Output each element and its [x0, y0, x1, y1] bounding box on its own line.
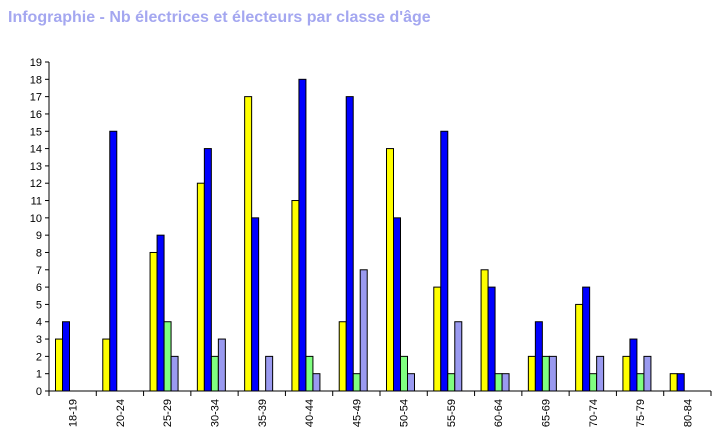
x-tick-label: 65-69	[541, 399, 553, 427]
bar	[393, 217, 401, 392]
y-tick-label: 0	[36, 386, 42, 398]
bar	[669, 373, 678, 392]
bar	[454, 321, 463, 392]
bar	[102, 338, 111, 392]
bar	[156, 234, 165, 392]
bar	[312, 373, 321, 392]
bar	[440, 130, 449, 392]
x-tick-label: 45-49	[351, 399, 363, 427]
x-tick-label: 20-24	[115, 399, 127, 427]
y-tick-label: 6	[36, 282, 42, 294]
bars	[55, 78, 685, 392]
y-tick-label: 11	[31, 196, 42, 208]
y-tick-label: 19	[30, 57, 42, 69]
bar	[676, 373, 685, 392]
y-tick-label: 8	[36, 247, 42, 259]
y-tick-label: 2	[36, 351, 42, 363]
y-tick-label: 17	[30, 92, 42, 104]
bar	[575, 303, 584, 392]
y-tick-label: 4	[36, 317, 42, 329]
bar	[265, 355, 274, 392]
y-tick-label: 13	[30, 161, 42, 173]
bar	[447, 373, 456, 392]
bar	[622, 355, 631, 392]
bar	[210, 355, 219, 392]
x-tick-label: 55-59	[446, 399, 458, 427]
bar	[217, 338, 226, 392]
x-tick-label: 30-34	[210, 399, 222, 427]
chart-title: Infographie - Nb électrices et électeurs…	[8, 9, 431, 26]
bar	[400, 355, 408, 392]
y-tick-label: 10	[30, 213, 42, 225]
bar	[298, 78, 307, 392]
y-tick-label: 15	[30, 126, 42, 138]
bar	[386, 148, 394, 392]
bar	[433, 286, 442, 392]
y-tick-label: 7	[36, 265, 42, 277]
bar	[305, 355, 314, 392]
bar	[203, 148, 212, 392]
x-axis: 18-19 20-24 25-29 30-34 35-39 40-44 45-49 50-54…	[48, 390, 712, 427]
y-tick-label: 14	[30, 144, 42, 156]
bar	[55, 338, 63, 392]
bar	[582, 286, 591, 392]
x-tick-label: 35-39	[257, 399, 269, 427]
x-tick-label: 18-19	[68, 399, 80, 427]
x-tick-label: 40-44	[304, 399, 316, 427]
bar	[62, 321, 70, 392]
bar	[636, 373, 645, 392]
bar	[163, 321, 172, 392]
x-tick-label: 70-74	[588, 399, 600, 427]
x-tick-label: 50-54	[399, 399, 411, 427]
y-tick-label: 1	[36, 369, 42, 381]
bar	[345, 96, 354, 392]
bar	[589, 373, 598, 392]
bar	[548, 355, 557, 392]
bar	[291, 200, 300, 392]
bar	[534, 321, 543, 392]
bar	[596, 355, 605, 392]
x-tick-label: 75-79	[635, 399, 647, 427]
bar	[629, 338, 638, 392]
bar	[541, 355, 550, 392]
bar	[494, 373, 503, 392]
bar	[251, 217, 260, 392]
bar	[359, 269, 368, 392]
y-tick-label: 12	[30, 178, 42, 190]
bar	[487, 286, 496, 392]
bar	[244, 96, 253, 392]
y-tick-label: 9	[36, 230, 42, 242]
x-tick-label: 60-64	[493, 399, 505, 427]
bar	[338, 321, 347, 392]
bar	[501, 373, 510, 392]
bar	[149, 251, 158, 392]
bar	[170, 355, 179, 392]
bar	[527, 355, 536, 392]
bar	[480, 269, 489, 392]
y-tick-label: 16	[30, 109, 42, 121]
x-tick-label: 25-29	[162, 399, 174, 427]
bar	[407, 373, 415, 392]
y-tick-label: 5	[36, 299, 42, 311]
bar	[643, 355, 652, 392]
x-tick-label: 80-84	[682, 399, 694, 427]
bar	[109, 130, 118, 392]
bar	[196, 182, 205, 392]
bar	[352, 373, 361, 392]
y-tick-label: 3	[36, 334, 42, 346]
y-tick-label: 18	[30, 74, 42, 86]
